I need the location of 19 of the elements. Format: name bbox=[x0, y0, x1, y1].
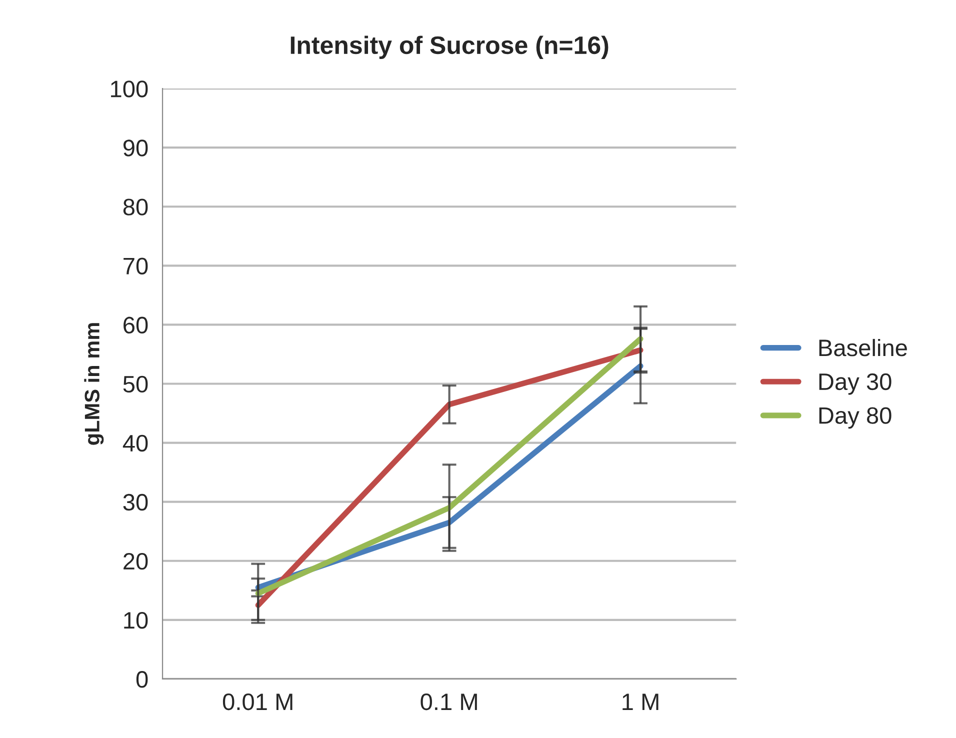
y-tick-label: 50 bbox=[123, 376, 148, 393]
y-tick-label: 60 bbox=[124, 316, 148, 334]
y-tick-label: 30 bbox=[123, 494, 148, 511]
y-tick-label: 100 bbox=[111, 80, 148, 98]
y-axis-title: gLMS in mm bbox=[84, 323, 104, 445]
x-tick-label: 0.01 M bbox=[222, 693, 292, 710]
y-tick-label: 10 bbox=[124, 612, 148, 629]
chart-title: Intensity of Sucrose (n=16) bbox=[290, 36, 608, 60]
legend-label: Day 80 bbox=[819, 407, 892, 429]
y-tick-label: 70 bbox=[124, 258, 148, 274]
y-tick-label: 40 bbox=[122, 434, 148, 452]
y-tick-label: 0 bbox=[136, 671, 148, 688]
x-tick-label: 1 M bbox=[622, 694, 658, 710]
y-tick-label: 90 bbox=[123, 140, 148, 156]
legend-label: Day 30 bbox=[819, 373, 892, 395]
legend-label: Baseline bbox=[819, 338, 907, 356]
y-tick-label: 20 bbox=[124, 552, 148, 570]
y-tick-label: 80 bbox=[123, 198, 148, 216]
x-tick-label: 0.1 M bbox=[420, 693, 477, 710]
